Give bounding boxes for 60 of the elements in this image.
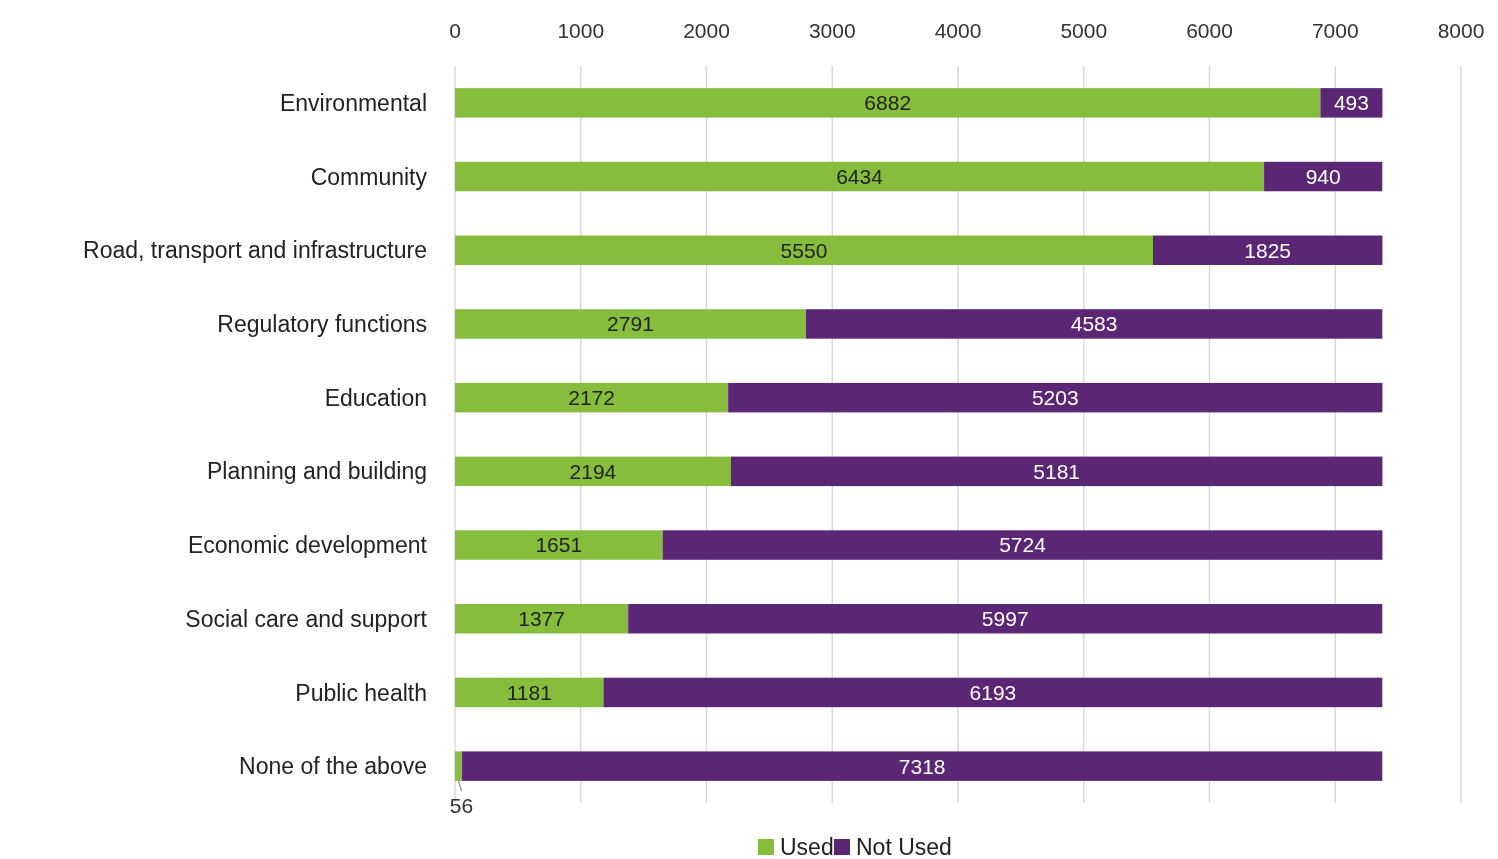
y-tick-label: Economic development [187, 532, 428, 559]
x-tick-label: 3000 [808, 19, 856, 42]
data-label: 5997 [981, 607, 1029, 631]
y-tick-label: Planning and building [207, 458, 427, 485]
data-label: 5724 [999, 533, 1047, 557]
bar [455, 751, 463, 781]
bar [455, 235, 1153, 265]
data-label: 2194 [569, 459, 617, 483]
data-label: 6193 [969, 680, 1017, 704]
bar [455, 382, 729, 413]
bar [462, 751, 1383, 781]
legend-label: Used [780, 834, 834, 859]
x-tick-label: 8000 [1437, 19, 1485, 42]
y-tick-label: Regulatory functions [217, 311, 427, 337]
y-tick-label: Public health [295, 679, 427, 706]
data-label: 56 [449, 793, 474, 817]
y-tick-label: None of the above [239, 753, 427, 780]
legend-label: Not Used [856, 834, 952, 859]
bar [603, 677, 1383, 708]
bar [628, 604, 1383, 634]
bar [728, 382, 1383, 413]
data-label: 5181 [1033, 459, 1081, 483]
data-label: 2172 [568, 386, 615, 409]
bar [662, 530, 1383, 560]
x-tick-label: 2000 [683, 19, 730, 42]
bar [730, 456, 1383, 487]
bar [455, 161, 1265, 192]
data-label: 1825 [1244, 238, 1292, 262]
data-label: 4583 [1070, 312, 1118, 336]
data-label: 1181 [506, 680, 552, 704]
data-label: 5550 [780, 238, 828, 262]
data-label: 6434 [836, 164, 884, 188]
data-label: 6882 [864, 91, 912, 115]
bar [455, 456, 731, 487]
bar [1152, 235, 1383, 265]
data-label: 5203 [1031, 386, 1079, 409]
x-tick-label: 7000 [1311, 19, 1359, 42]
data-label: 2791 [607, 312, 654, 336]
bar [805, 309, 1383, 339]
y-tick-label: Community [310, 163, 428, 190]
data-label: 493 [1333, 91, 1369, 115]
bar [455, 309, 806, 339]
x-tick-label: 4000 [934, 19, 982, 42]
bar [455, 677, 604, 708]
y-tick-label: Education [324, 384, 427, 411]
y-tick-label: Environmental [279, 89, 427, 116]
bar [455, 530, 663, 560]
data-label: 7318 [898, 754, 946, 778]
x-tick-label: 6000 [1186, 19, 1233, 42]
bar [455, 88, 1321, 118]
bar [455, 604, 629, 634]
data-label: 1651 [535, 533, 583, 557]
data-label: 1377 [518, 607, 565, 631]
y-tick-label: Road, transport and infrastructure [83, 237, 427, 264]
data-label: 940 [1305, 164, 1341, 188]
x-tick-label: 5000 [1060, 19, 1108, 42]
y-tick-label: Social care and support [185, 605, 428, 632]
bar [1264, 161, 1383, 192]
x-tick-label: 0 [449, 19, 461, 42]
x-tick-label: 1000 [557, 19, 605, 42]
